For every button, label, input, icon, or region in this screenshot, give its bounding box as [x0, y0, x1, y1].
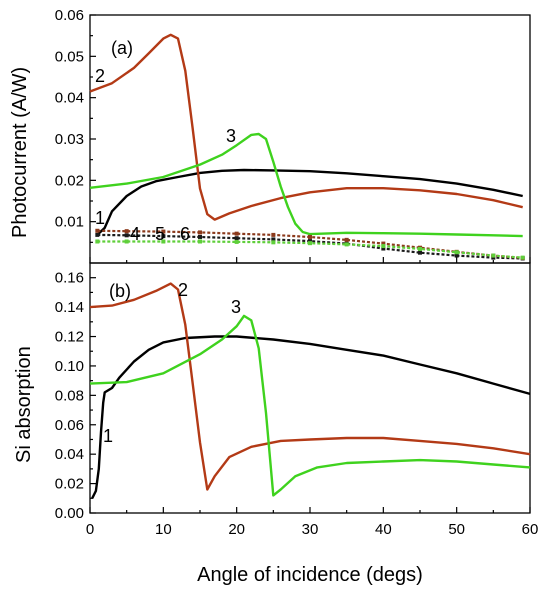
series-point-a-4 [198, 234, 202, 239]
annotation-b-1: 1 [103, 426, 113, 446]
y-tick-label-a: 0.02 [55, 172, 84, 189]
y-tick-label-b: 0.12 [55, 329, 84, 346]
x-tick-label: 0 [86, 521, 94, 538]
series-point-a-6 [381, 244, 386, 249]
x-tick-label: 50 [448, 521, 465, 538]
series-point-a-5 [124, 229, 129, 234]
series-point-a-6 [95, 239, 100, 244]
series-point-a-6 [520, 255, 525, 260]
y-tick-label-a: 0.04 [55, 90, 84, 107]
y-tick-label-b: 0.14 [55, 299, 84, 316]
series-line-a-3 [89, 132, 523, 238]
series-point-a-6 [271, 240, 276, 245]
series-point-a-6 [418, 246, 422, 251]
series-point-a-5 [381, 241, 386, 246]
y-tick-label-a: 0.03 [55, 131, 84, 148]
y-tick-label-a: 0.06 [55, 7, 84, 24]
series-point-a-5 [95, 228, 100, 233]
annotation-a-2: 2 [95, 66, 105, 86]
series-line-b-1 [91, 335, 531, 499]
annotation-b-2: 2 [178, 280, 188, 300]
series-point-a-6 [198, 239, 202, 244]
series-point-a-5 [308, 234, 312, 239]
annotation-b-3: 3 [231, 297, 241, 317]
series-point-a-4 [234, 236, 239, 241]
y-tick-label-b: 0.04 [55, 446, 84, 463]
series-point-a-5 [271, 232, 276, 237]
y-tick-label-b: 0.16 [55, 270, 84, 287]
y-tick-label-b: 0.06 [55, 417, 84, 434]
x-tick-label: 40 [375, 521, 392, 538]
series-point-a-4 [271, 237, 276, 242]
series-point-a-6 [161, 239, 166, 244]
x-tick-label: 60 [522, 521, 539, 538]
series-point-a-4 [95, 232, 100, 237]
x-tick-label: 20 [228, 521, 245, 538]
series-point-a-4 [161, 234, 166, 239]
y-tick-label-b: 0.10 [55, 358, 84, 375]
x-tick-label: 30 [302, 521, 319, 538]
series-point-a-6 [491, 253, 496, 258]
series-point-a-4 [381, 246, 386, 251]
series-point-a-6 [124, 239, 129, 244]
series-line-a-2 [89, 33, 523, 221]
y-tick-label-b: 0.08 [55, 387, 84, 404]
series-point-a-6 [344, 242, 349, 247]
annotation-a-4: 4 [130, 224, 140, 244]
series-line-b-2 [89, 282, 531, 491]
series-point-a-4 [124, 233, 129, 238]
series-point-a-6 [308, 241, 312, 246]
y-tick-label-b: 0.02 [55, 476, 84, 493]
series-point-a-5 [234, 231, 239, 236]
y-tick-label-a: 0.05 [55, 48, 84, 65]
panel-b-absorption: 0.00 0.02 0.04 0.06 0.08 0.10 0.12 0.14 0.16 (b)… [13, 262, 531, 522]
annotation-a-5: 5 [155, 224, 165, 244]
series-point-a-4 [308, 239, 312, 244]
panel-a-photocurrent: 0.01 0.02 0.03 0.04 0.05 0.06 (a) 1 2 3 4 5 6… [9, 7, 531, 264]
y-tick-label-b: 0.00 [55, 505, 84, 522]
series-point-a-6 [234, 239, 239, 244]
series-point-a-4 [491, 255, 496, 260]
series-point-a-5 [344, 237, 349, 242]
x-tick-label: 10 [155, 521, 172, 538]
panel-a-ylabel: Photocurrent (A/W) [9, 67, 31, 238]
annotation-a-1: 1 [95, 208, 105, 228]
panel-b-frame [89, 262, 531, 514]
x-axis-label: Angle of incidence (degs) [197, 564, 423, 586]
series-point-a-6 [454, 250, 459, 255]
series-line-b-3 [89, 314, 531, 497]
panel-b-label: (b) [109, 281, 131, 301]
annotation-a-6: 6 [180, 224, 190, 244]
panel-b-ylabel: Si absorption [13, 346, 35, 463]
series-line-a-1 [96, 168, 523, 236]
series-point-a-4 [454, 253, 459, 258]
series-point-a-5 [161, 229, 166, 234]
series-point-a-5 [198, 230, 202, 235]
panel-a-label: (a) [111, 38, 133, 58]
series-point-a-4 [418, 250, 422, 255]
annotation-a-3: 3 [226, 126, 236, 146]
y-tick-label-a: 0.01 [55, 214, 84, 231]
